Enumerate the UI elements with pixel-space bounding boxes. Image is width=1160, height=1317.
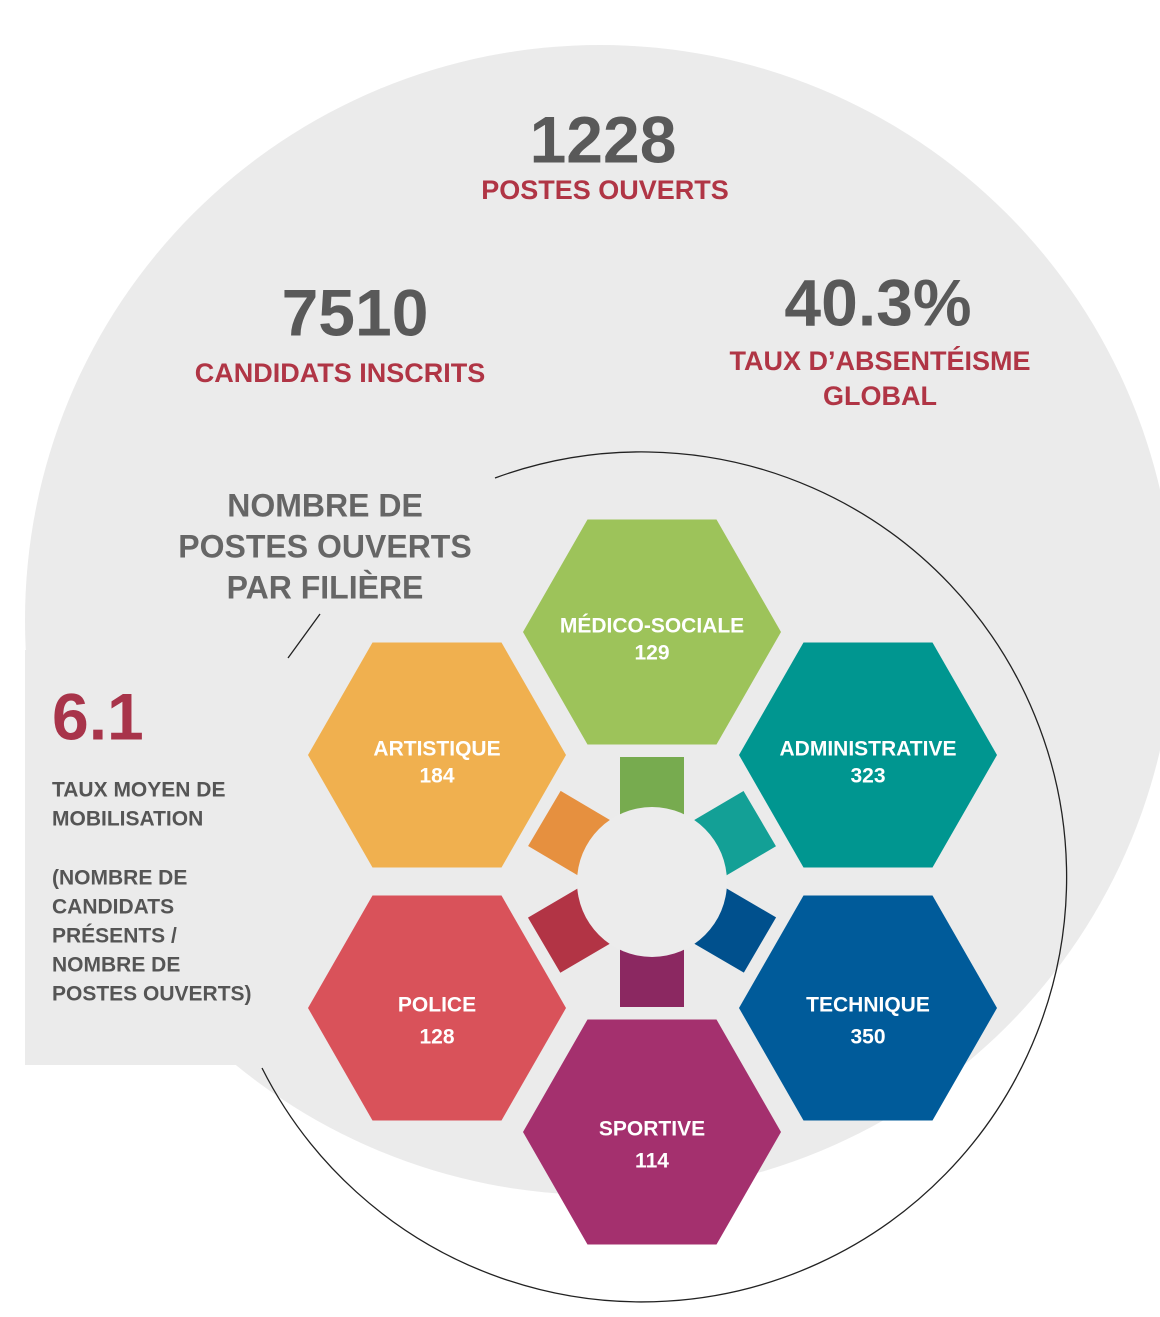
hexagon [739, 642, 997, 868]
filiere-value: 129 [634, 642, 669, 665]
filiere-name: POLICE [398, 994, 476, 1017]
stat-value: 40.3% [784, 265, 971, 339]
mobilisation-note: (NOMBRE DE [52, 867, 187, 890]
filiere-name: TECHNIQUE [806, 994, 930, 1017]
stat-value: 7510 [282, 275, 429, 349]
mobilisation-note: POSTES OUVERTS) [52, 983, 252, 1006]
stat-label: CANDIDATS INSCRITS [195, 358, 486, 388]
section-title: POSTES OUVERTS [178, 528, 471, 564]
mobilisation-label: MOBILISATION [52, 808, 203, 831]
filiere-name: SPORTIVE [599, 1118, 705, 1141]
filiere-value: 350 [850, 1026, 885, 1049]
filiere-value: 128 [419, 1026, 454, 1049]
section-title: NOMBRE DE [227, 487, 423, 523]
filiere-name: ADMINISTRATIVE [780, 738, 957, 761]
filiere-value: 114 [635, 1150, 669, 1173]
mobilisation-label: TAUX MOYEN DE [52, 779, 225, 802]
mobilisation-value: 6.1 [52, 679, 144, 753]
filiere-name: ARTISTIQUE [373, 738, 500, 761]
mobilisation-note: NOMBRE DE [52, 954, 180, 977]
stat-value: 1228 [530, 102, 677, 176]
mobilisation-note: CANDIDATS [52, 896, 174, 919]
stat-label: GLOBAL [823, 381, 937, 411]
filiere-value: 323 [850, 765, 885, 788]
hexagon [308, 895, 566, 1121]
mobilisation-note: PRÉSENTS / [52, 925, 177, 948]
filiere-value: 184 [419, 765, 454, 788]
hub [577, 807, 727, 957]
pointer-line [287, 613, 321, 659]
stat-label: POSTES OUVERTS [481, 175, 729, 205]
side-panel [25, 650, 283, 1065]
section-title: PAR FILIÈRE [227, 569, 424, 605]
outline-arc [261, 451, 1068, 1303]
stat-label: TAUX D’ABSENTÉISME [729, 345, 1030, 376]
hexagon [739, 895, 997, 1121]
hexagon [523, 519, 781, 745]
hexagon [523, 1019, 781, 1245]
filiere-name: MÉDICO-SOCIALE [560, 615, 744, 638]
hexagon [308, 642, 566, 868]
